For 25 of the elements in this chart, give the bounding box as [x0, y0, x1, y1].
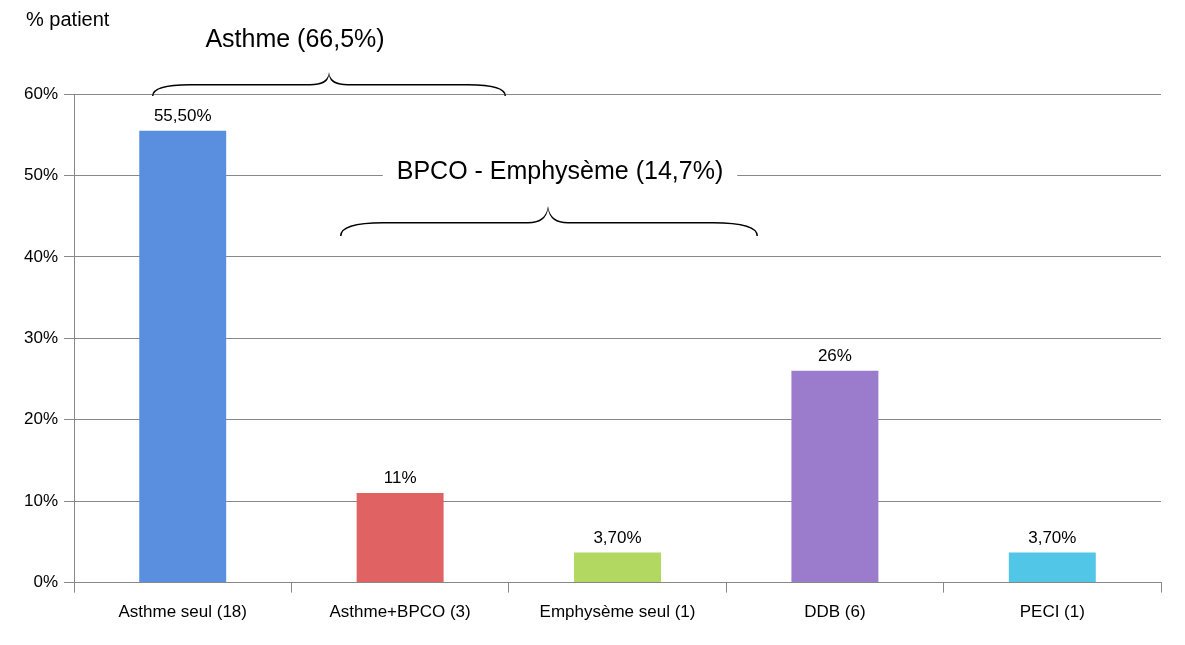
x-tick-label: Asthme seul (18) [118, 602, 247, 622]
x-tick-label: Emphysème seul (1) [539, 602, 696, 622]
bar [574, 552, 661, 583]
y-tick-label: 40% [23, 246, 59, 266]
data-label: 3,70% [1028, 527, 1077, 547]
y-tick-label: 10% [23, 490, 59, 510]
bar [1008, 552, 1096, 583]
x-tick-label: Asthme+BPCO (3) [329, 602, 471, 622]
y-tick-label: 50% [23, 165, 59, 185]
y-tick-label: 0% [33, 572, 59, 592]
bar [139, 130, 227, 583]
bar [356, 493, 444, 583]
data-label: 3,70% [593, 527, 642, 547]
y-tick-label: 60% [23, 83, 59, 103]
y-tick-label: 20% [23, 409, 59, 429]
annotation: BPCO - Emphysème (14,7%) [396, 155, 724, 184]
data-label: 11% [383, 468, 417, 488]
bar [791, 370, 879, 583]
text: Asthme (66,5%) [205, 23, 385, 52]
y-tick-label: 30% [23, 327, 59, 347]
x-tick-label: PECI (1) [1019, 602, 1085, 622]
y-axis-title: % patient [26, 8, 110, 31]
data-label: 26% [817, 346, 852, 366]
x-tick-label: DDB (6) [804, 602, 866, 622]
data-label: 55,50% [153, 105, 212, 125]
